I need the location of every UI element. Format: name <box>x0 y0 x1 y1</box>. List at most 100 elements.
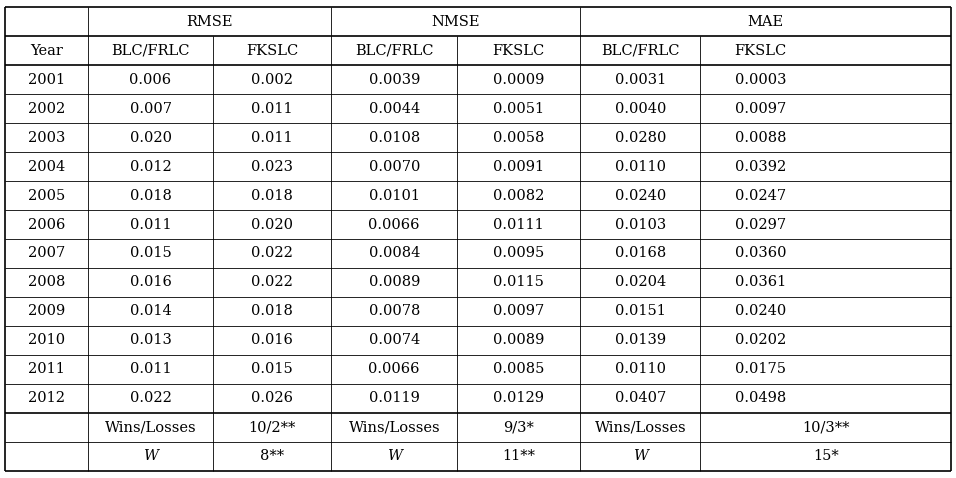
Text: 0.0280: 0.0280 <box>615 130 666 144</box>
Text: 2004: 2004 <box>28 160 65 174</box>
Text: MAE: MAE <box>748 15 784 29</box>
Text: 0.0003: 0.0003 <box>735 73 786 87</box>
Text: 0.0392: 0.0392 <box>735 160 786 174</box>
Text: 0.0039: 0.0039 <box>369 73 420 87</box>
Text: 2006: 2006 <box>28 217 65 231</box>
Text: 8**: 8** <box>260 449 284 463</box>
Text: 0.0078: 0.0078 <box>369 304 420 318</box>
Text: 0.0360: 0.0360 <box>735 247 786 261</box>
Text: 0.0085: 0.0085 <box>493 362 544 376</box>
Text: 0.0097: 0.0097 <box>735 102 786 116</box>
Text: 11**: 11** <box>502 449 535 463</box>
Text: 0.013: 0.013 <box>130 334 171 348</box>
Text: 0.011: 0.011 <box>130 362 171 376</box>
Text: 2009: 2009 <box>28 304 65 318</box>
Text: 0.015: 0.015 <box>251 362 293 376</box>
Text: 0.011: 0.011 <box>130 217 171 231</box>
Text: 0.014: 0.014 <box>130 304 171 318</box>
Text: 0.011: 0.011 <box>251 130 293 144</box>
Text: 0.0058: 0.0058 <box>493 130 544 144</box>
Text: FKSLC: FKSLC <box>734 43 787 58</box>
Text: 0.0089: 0.0089 <box>493 334 544 348</box>
Text: 0.0129: 0.0129 <box>493 391 544 405</box>
Text: 0.016: 0.016 <box>251 334 293 348</box>
Text: 0.0498: 0.0498 <box>735 391 786 405</box>
Text: 0.023: 0.023 <box>251 160 293 174</box>
Text: 0.0115: 0.0115 <box>493 275 544 290</box>
Text: 9/3*: 9/3* <box>503 420 534 435</box>
Text: 0.0051: 0.0051 <box>493 102 544 116</box>
Text: 0.0066: 0.0066 <box>368 362 420 376</box>
Text: FKSLC: FKSLC <box>246 43 298 58</box>
Text: 0.0202: 0.0202 <box>735 334 786 348</box>
Text: 0.0103: 0.0103 <box>615 217 666 231</box>
Text: Wins/Losses: Wins/Losses <box>105 420 196 435</box>
Text: 0.0097: 0.0097 <box>493 304 544 318</box>
Text: 0.006: 0.006 <box>129 73 171 87</box>
Text: 0.022: 0.022 <box>251 247 293 261</box>
Text: 0.0151: 0.0151 <box>615 304 665 318</box>
Text: BLC/FRLC: BLC/FRLC <box>111 43 190 58</box>
Text: 2002: 2002 <box>28 102 65 116</box>
Text: Wins/Losses: Wins/Losses <box>348 420 440 435</box>
Text: 2012: 2012 <box>28 391 65 405</box>
Text: 2008: 2008 <box>28 275 65 290</box>
Text: 0.0009: 0.0009 <box>493 73 544 87</box>
Text: 0.0240: 0.0240 <box>735 304 786 318</box>
Text: W: W <box>633 449 648 463</box>
Text: 0.026: 0.026 <box>251 391 293 405</box>
Text: Wins/Losses: Wins/Losses <box>595 420 686 435</box>
Text: 0.0110: 0.0110 <box>615 160 665 174</box>
Text: 2010: 2010 <box>28 334 65 348</box>
Text: 0.002: 0.002 <box>251 73 293 87</box>
Text: 0.0175: 0.0175 <box>735 362 786 376</box>
Text: 0.0110: 0.0110 <box>615 362 665 376</box>
Text: 0.0031: 0.0031 <box>615 73 666 87</box>
Text: Year: Year <box>30 43 63 58</box>
Text: 0.0095: 0.0095 <box>493 247 544 261</box>
Text: 0.0407: 0.0407 <box>615 391 666 405</box>
Text: 0.007: 0.007 <box>129 102 171 116</box>
Text: W: W <box>387 449 402 463</box>
Text: 0.012: 0.012 <box>130 160 171 174</box>
Text: 0.0040: 0.0040 <box>615 102 666 116</box>
Text: 0.011: 0.011 <box>251 102 293 116</box>
Text: 10/3**: 10/3** <box>802 420 850 435</box>
Text: 0.015: 0.015 <box>130 247 171 261</box>
Text: 2001: 2001 <box>28 73 65 87</box>
Text: BLC/FRLC: BLC/FRLC <box>601 43 680 58</box>
Text: 0.0091: 0.0091 <box>493 160 544 174</box>
Text: 0.018: 0.018 <box>251 188 293 203</box>
Text: 2005: 2005 <box>28 188 65 203</box>
Text: 0.0082: 0.0082 <box>493 188 544 203</box>
Text: 0.0247: 0.0247 <box>735 188 786 203</box>
Text: 0.016: 0.016 <box>130 275 171 290</box>
Text: 0.022: 0.022 <box>130 391 171 405</box>
Text: 0.0088: 0.0088 <box>735 130 786 144</box>
Text: 0.020: 0.020 <box>251 217 293 231</box>
Text: 2003: 2003 <box>28 130 65 144</box>
Text: 2007: 2007 <box>28 247 65 261</box>
Text: 0.018: 0.018 <box>130 188 171 203</box>
Text: RMSE: RMSE <box>186 15 233 29</box>
Text: 0.0066: 0.0066 <box>368 217 420 231</box>
Text: 0.0070: 0.0070 <box>369 160 420 174</box>
Text: 0.0204: 0.0204 <box>615 275 666 290</box>
Text: 0.0111: 0.0111 <box>493 217 544 231</box>
Text: 0.0044: 0.0044 <box>369 102 420 116</box>
Text: 0.0139: 0.0139 <box>615 334 666 348</box>
Text: 0.0119: 0.0119 <box>369 391 420 405</box>
Text: 0.022: 0.022 <box>251 275 293 290</box>
Text: 15*: 15* <box>813 449 838 463</box>
Text: 0.0101: 0.0101 <box>369 188 420 203</box>
Text: 0.020: 0.020 <box>129 130 171 144</box>
Text: 10/2**: 10/2** <box>249 420 295 435</box>
Text: 2011: 2011 <box>28 362 65 376</box>
Text: 0.0074: 0.0074 <box>369 334 420 348</box>
Text: BLC/FRLC: BLC/FRLC <box>355 43 433 58</box>
Text: 0.0089: 0.0089 <box>369 275 420 290</box>
Text: 0.0084: 0.0084 <box>369 247 420 261</box>
Text: 0.0240: 0.0240 <box>615 188 666 203</box>
Text: W: W <box>143 449 158 463</box>
Text: 0.0168: 0.0168 <box>615 247 666 261</box>
